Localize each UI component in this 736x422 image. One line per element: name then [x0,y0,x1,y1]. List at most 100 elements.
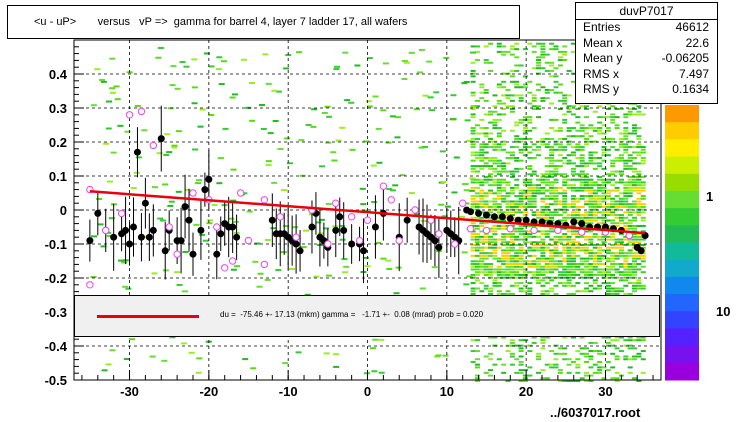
density-cell [592,189,598,192]
density-cell [208,113,215,116]
density-cell [605,181,611,184]
density-cell [640,230,646,233]
density-cell [505,252,511,255]
density-cell [605,282,611,285]
density-cell [549,189,555,192]
density-cell [414,108,421,111]
density-cell [109,91,116,94]
density-cell [640,371,646,374]
density-cell [549,176,555,178]
density-cell [553,167,559,170]
density-cell [470,45,476,48]
density-cell [575,135,581,138]
density-cell [470,181,476,184]
density-cell [318,218,325,221]
density-cell [501,235,507,238]
density-cell [514,276,520,279]
density-cell [479,260,485,263]
density-cell [601,192,607,195]
density-cell [592,287,598,290]
density-cell [553,67,559,70]
density-cell [505,211,511,214]
density-cell [562,211,568,214]
density-cell [527,344,533,347]
density-cell [151,272,158,275]
density-cell [540,254,546,257]
density-cell [544,173,550,176]
density-cell [501,178,507,181]
density-cell [553,292,559,295]
density-cell [229,96,236,99]
density-cell [488,121,494,124]
density-cell [492,105,498,108]
density-cell [570,241,576,244]
density-cell [618,241,624,244]
density-cell [592,265,598,268]
density-cell [496,184,502,187]
density-cell [474,254,480,257]
density-cell [575,211,581,214]
profile-point [371,223,379,231]
density-cell [592,151,598,154]
density-cell [640,265,646,268]
density-cell [584,186,590,189]
density-cell [488,176,494,178]
density-cell [382,62,389,65]
density-cell [394,116,401,119]
density-cell [479,282,485,285]
density-cell [518,233,524,236]
density-cell [592,350,598,353]
density-cell [501,189,507,192]
density-cell [562,273,568,276]
density-cell [371,370,378,373]
density-cell [618,290,624,293]
density-cell [514,227,520,230]
density-cell [623,224,629,227]
density-cell [536,244,542,246]
density-cell [496,159,502,162]
density-cell [575,121,581,124]
density-cell [601,254,607,257]
density-cell [479,167,485,170]
density-cell [579,105,585,108]
density-cell [458,215,465,218]
density-cell [540,271,546,274]
density-cell [474,287,480,290]
density-cell [536,88,542,91]
density-cell [557,99,563,102]
density-cell [496,99,502,102]
density-cell [496,162,502,165]
density-cell [230,268,237,271]
density-cell [614,290,620,293]
density-cell [597,127,603,130]
density-cell [501,271,507,274]
density-cell [553,195,559,198]
density-cell [549,42,555,45]
density-cell [614,159,620,162]
density-cell [610,238,616,241]
fit-legend-box: du = -75.46 +- 17.13 (mkm) gamma = -1.71… [74,295,660,337]
density-cell [570,260,576,263]
density-cell [566,205,572,208]
density-cell [623,203,629,206]
density-cell [636,146,642,149]
density-cell [509,244,515,246]
density-cell [623,181,629,184]
density-cell [505,200,511,203]
density-cell [601,181,607,184]
density-cell [505,244,511,246]
density-cell [536,230,542,233]
profile-point [292,240,300,248]
density-cell [488,137,494,140]
density-cell [588,252,594,255]
density-cell [570,113,576,116]
density-cell [579,336,585,339]
density-cell [597,249,603,252]
density-cell [483,88,489,91]
open-point [395,236,403,245]
density-cell [536,67,542,70]
density-cell [623,159,629,162]
density-cell [249,119,256,122]
density-cell [562,200,568,203]
density-cell [605,173,611,176]
